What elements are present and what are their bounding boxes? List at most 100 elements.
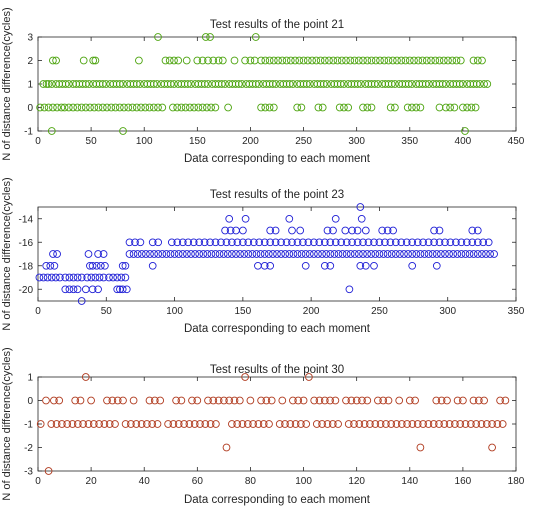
data-point [77, 103, 86, 112]
data-point [421, 80, 430, 88]
data-point [293, 250, 302, 258]
data-point [323, 226, 332, 235]
data-point [279, 80, 288, 88]
data-point [344, 420, 353, 428]
data-point [36, 420, 45, 428]
data-point [88, 285, 97, 294]
data-point [69, 80, 77, 88]
data-point [271, 238, 280, 247]
data-point [135, 56, 143, 65]
data-point [370, 80, 379, 88]
data-point [238, 420, 247, 428]
x-tick-label: 0 [35, 306, 41, 317]
data-point [119, 127, 127, 135]
data-point [84, 420, 93, 428]
y-tick-label: -16 [19, 238, 34, 249]
data-point [322, 250, 331, 258]
data-point [223, 250, 232, 258]
data-point [391, 250, 400, 258]
data-point [174, 420, 183, 428]
data-point [441, 250, 449, 258]
data-point [367, 56, 376, 65]
data-point [304, 238, 313, 247]
data-point [363, 396, 372, 405]
y-tick-label: -3 [24, 467, 33, 478]
data-point [389, 226, 397, 235]
data-point [198, 56, 207, 65]
data-point [471, 103, 480, 112]
data-point [61, 273, 70, 282]
data-point [375, 238, 384, 247]
data-point [371, 56, 380, 65]
data-point [325, 56, 333, 65]
data-point [478, 250, 486, 258]
data-point [115, 80, 124, 88]
data-point [261, 103, 270, 112]
y-tick-label: -14 [19, 214, 34, 225]
data-point [422, 56, 431, 65]
data-point [376, 420, 385, 428]
data-point [204, 396, 212, 405]
data-point [233, 238, 242, 247]
data-point [99, 250, 108, 258]
data-point [217, 238, 225, 247]
data-point [456, 56, 465, 65]
data-point [376, 56, 384, 65]
data-point [65, 273, 74, 282]
data-point [348, 226, 356, 235]
data-point [467, 420, 475, 428]
data-point [432, 261, 441, 270]
data-point [331, 214, 340, 223]
data-point [172, 396, 180, 405]
data-point [442, 103, 450, 112]
data-point [431, 56, 440, 65]
data-point [228, 420, 236, 428]
data-point [291, 420, 300, 428]
data-point [51, 273, 60, 282]
chart-title: Test results of the point 23 [210, 189, 344, 201]
data-point [69, 103, 77, 112]
data-point [61, 80, 70, 88]
data-point [158, 103, 167, 112]
data-point [358, 396, 366, 405]
data-point [257, 56, 265, 65]
data-point [346, 56, 355, 65]
data-point [405, 396, 414, 405]
data-point [386, 103, 395, 112]
data-point [129, 396, 138, 405]
data-point [278, 56, 287, 65]
data-point [318, 250, 326, 258]
data-point [239, 238, 247, 247]
data-point [364, 238, 373, 247]
data-point [194, 103, 203, 112]
data-point [378, 226, 387, 235]
data-point [73, 273, 82, 282]
series-markers [35, 203, 498, 305]
data-point [241, 56, 249, 65]
x-tick-label: 200 [242, 136, 259, 147]
data-point [266, 226, 275, 235]
data-point [461, 250, 470, 258]
data-point [459, 80, 467, 88]
data-point [251, 80, 260, 88]
data-point [47, 80, 56, 88]
data-point [386, 238, 395, 247]
data-point [94, 250, 102, 258]
data-point [102, 80, 110, 88]
data-point [303, 56, 312, 65]
data-point [211, 238, 220, 247]
data-point [201, 33, 210, 41]
x-tick-label: 350 [401, 136, 418, 147]
data-point [113, 396, 122, 405]
data-point [169, 103, 177, 112]
data-point [337, 238, 346, 247]
data-point [150, 396, 159, 405]
data-point [154, 238, 163, 247]
series-markers [36, 33, 492, 135]
data-point [94, 103, 103, 112]
data-point [327, 80, 336, 88]
data-point [448, 56, 457, 65]
data-point [359, 56, 367, 65]
data-point [57, 103, 66, 112]
data-point [145, 103, 154, 112]
